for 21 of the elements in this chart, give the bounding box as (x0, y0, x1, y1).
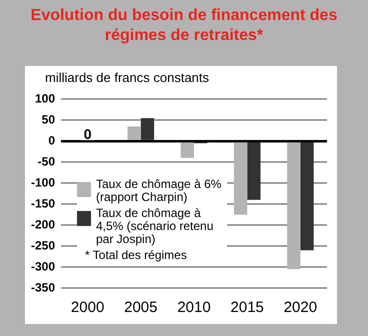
y-tick-label: -300 (30, 259, 56, 274)
y-tick-label: -150 (30, 196, 56, 210)
x-tick-label: 2000 (70, 299, 104, 316)
chart-title: Evolution du besoin de financement des régimes de retraites* (30, 6, 338, 46)
annotation: 0 (84, 126, 92, 142)
y-tick-label: -200 (30, 217, 56, 232)
x-tick-label: 2010 (177, 299, 211, 316)
x-tick-label: 2015 (230, 299, 264, 316)
y-tick-label: -50 (38, 154, 56, 168)
y-tick-label: -350 (30, 280, 56, 294)
y-tick-label: 50 (42, 112, 56, 126)
legend-label: Taux de chômage à 4,5% (scénario retenu par Jospin) (96, 206, 214, 246)
x-tick-label: 2005 (124, 299, 158, 316)
y-tick-label: 100 (34, 92, 56, 106)
y-tick-label: 0 (48, 133, 56, 148)
y-axis-title: milliards de francs constants (45, 70, 210, 85)
annotation: * Total des régimes (84, 248, 188, 262)
y-tick-label: -250 (30, 238, 56, 252)
legend-label: Taux de chômage à 6% (rapport Charpin) (96, 177, 222, 204)
x-tick-label: 2020 (284, 299, 318, 316)
y-tick-label: -100 (30, 175, 56, 190)
